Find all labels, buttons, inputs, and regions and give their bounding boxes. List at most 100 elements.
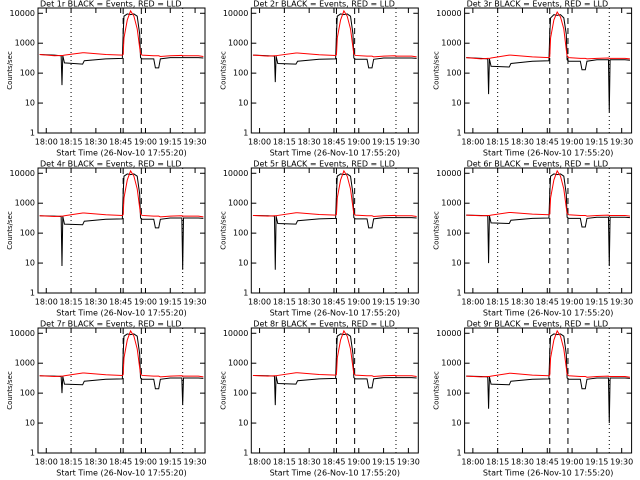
x-tick-label: 18:15 <box>60 458 83 467</box>
x-axis-label: Start Time (26-Nov-10 17:55:20) <box>483 309 613 318</box>
x-tick-label: 18:00 <box>35 458 58 467</box>
x-tick-label: 19:15 <box>372 458 395 467</box>
x-axis-label: Start Time (26-Nov-10 17:55:20) <box>483 469 613 478</box>
y-axis-label: Counts/sec <box>219 51 227 90</box>
y-tick-label: 1 <box>30 449 35 458</box>
x-tick-label: 18:45 <box>536 138 559 147</box>
y-tick-label: 10000 <box>10 329 35 338</box>
y-axis-label: Counts/sec <box>433 371 441 410</box>
plot-frame <box>464 167 633 294</box>
y-tick-label: 10000 <box>10 9 35 18</box>
x-tick-label: 19:00 <box>347 298 370 307</box>
x-tick-label: 18:45 <box>109 298 132 307</box>
y-axis-label: Counts/sec <box>6 51 14 90</box>
y-tick-label: 100 <box>20 389 35 398</box>
y-tick-label: 10000 <box>436 329 461 338</box>
x-tick-label: 18:30 <box>511 138 534 147</box>
y-tick-label: 100 <box>233 69 248 78</box>
x-tick-label: 19:15 <box>585 458 608 467</box>
data-line <box>466 173 630 266</box>
y-axis-label: Counts/sec <box>219 211 227 250</box>
chart-title: Det 2r BLACK = Events, RED = LLD <box>253 0 395 9</box>
y-tick-label: 100 <box>446 389 461 398</box>
y-tick-label: 10 <box>238 419 248 428</box>
data-line <box>466 329 631 378</box>
x-tick-label: 19:00 <box>134 298 157 307</box>
x-tick-label: 19:30 <box>397 138 420 147</box>
x-tick-label: 19:30 <box>610 138 633 147</box>
x-tick-label: 19:00 <box>561 298 584 307</box>
plot-frame <box>37 327 206 454</box>
y-axis-label: Counts/sec <box>6 211 14 250</box>
plot-frame <box>250 167 419 294</box>
y-tick-label: 1 <box>457 449 462 458</box>
data-line <box>252 173 417 270</box>
x-tick-label: 18:15 <box>273 138 296 147</box>
chart-title: Det 3r BLACK = Events, RED = LLD <box>467 0 609 9</box>
y-tick-label: 1000 <box>228 39 248 48</box>
x-tick-label: 18:30 <box>298 138 321 147</box>
data-line <box>466 333 630 424</box>
x-axis-label: Start Time (26-Nov-10 17:55:20) <box>270 309 400 318</box>
y-tick-label: 1 <box>243 449 248 458</box>
panel: Det 2r BLACK = Events, RED = LLD Start Ti… <box>219 0 420 158</box>
x-tick-label: 19:00 <box>347 458 370 467</box>
x-tick-label: 19:15 <box>372 138 395 147</box>
y-tick-label: 10 <box>25 419 35 428</box>
x-tick-label: 18:45 <box>536 298 559 307</box>
x-tick-label: 18:30 <box>84 458 107 467</box>
y-tick-label: 10000 <box>436 9 461 18</box>
data-line <box>39 329 204 378</box>
data-line <box>39 333 204 406</box>
y-tick-label: 1 <box>457 129 462 138</box>
x-tick-label: 19:00 <box>561 138 584 147</box>
data-line <box>252 13 417 83</box>
x-tick-label: 18:00 <box>248 298 271 307</box>
chart-title: Det 5r BLACK = Events, RED = LLD <box>253 160 395 169</box>
y-tick-label: 1000 <box>441 39 461 48</box>
y-axis-label: Counts/sec <box>433 211 441 250</box>
x-tick-label: 18:45 <box>322 138 345 147</box>
x-axis-label: Start Time (26-Nov-10 17:55:20) <box>270 149 400 158</box>
plot-frame <box>37 7 206 134</box>
x-tick-label: 18:30 <box>298 458 321 467</box>
y-tick-label: 10000 <box>10 169 35 178</box>
y-tick-label: 100 <box>20 229 35 238</box>
panel: Det 6r BLACK = Events, RED = LLD Start Ti… <box>433 160 634 318</box>
x-tick-label: 19:30 <box>610 458 633 467</box>
chart-title: Det 4r BLACK = Events, RED = LLD <box>40 160 182 169</box>
x-tick-label: 19:30 <box>184 298 207 307</box>
y-axis-label: Counts/sec <box>433 51 441 90</box>
y-tick-label: 10 <box>238 99 248 108</box>
y-tick-label: 1 <box>30 129 35 138</box>
chart-title: Det 8r BLACK = Events, RED = LLD <box>253 320 395 329</box>
y-tick-label: 100 <box>233 229 248 238</box>
y-tick-label: 100 <box>233 389 248 398</box>
y-tick-label: 10 <box>238 259 248 268</box>
y-tick-label: 1000 <box>228 199 248 208</box>
x-tick-label: 18:00 <box>35 298 58 307</box>
panel: Det 1r BLACK = Events, RED = LLD Start Ti… <box>6 0 207 158</box>
data-line <box>466 169 631 217</box>
x-tick-label: 18:00 <box>248 138 271 147</box>
y-tick-label: 10000 <box>223 9 248 18</box>
x-tick-label: 19:15 <box>585 138 608 147</box>
x-tick-label: 18:15 <box>486 458 509 467</box>
chart-title: Det 9r BLACK = Events, RED = LLD <box>467 320 609 329</box>
y-tick-label: 100 <box>446 229 461 238</box>
x-axis-label: Start Time (26-Nov-10 17:55:20) <box>483 149 613 158</box>
x-tick-label: 19:00 <box>134 458 157 467</box>
data-line <box>466 10 630 60</box>
data-line <box>252 169 417 217</box>
x-axis-label: Start Time (26-Nov-10 17:55:20) <box>56 149 186 158</box>
x-tick-label: 18:45 <box>322 458 345 467</box>
x-tick-label: 19:15 <box>372 298 395 307</box>
x-tick-label: 19:00 <box>347 138 370 147</box>
y-tick-label: 10000 <box>223 169 248 178</box>
x-axis-label: Start Time (26-Nov-10 17:55:20) <box>270 469 400 478</box>
x-tick-label: 18:15 <box>273 298 296 307</box>
x-tick-label: 19:00 <box>134 138 157 147</box>
x-axis-label: Start Time (26-Nov-10 17:55:20) <box>56 469 186 478</box>
x-tick-label: 18:15 <box>60 138 83 147</box>
